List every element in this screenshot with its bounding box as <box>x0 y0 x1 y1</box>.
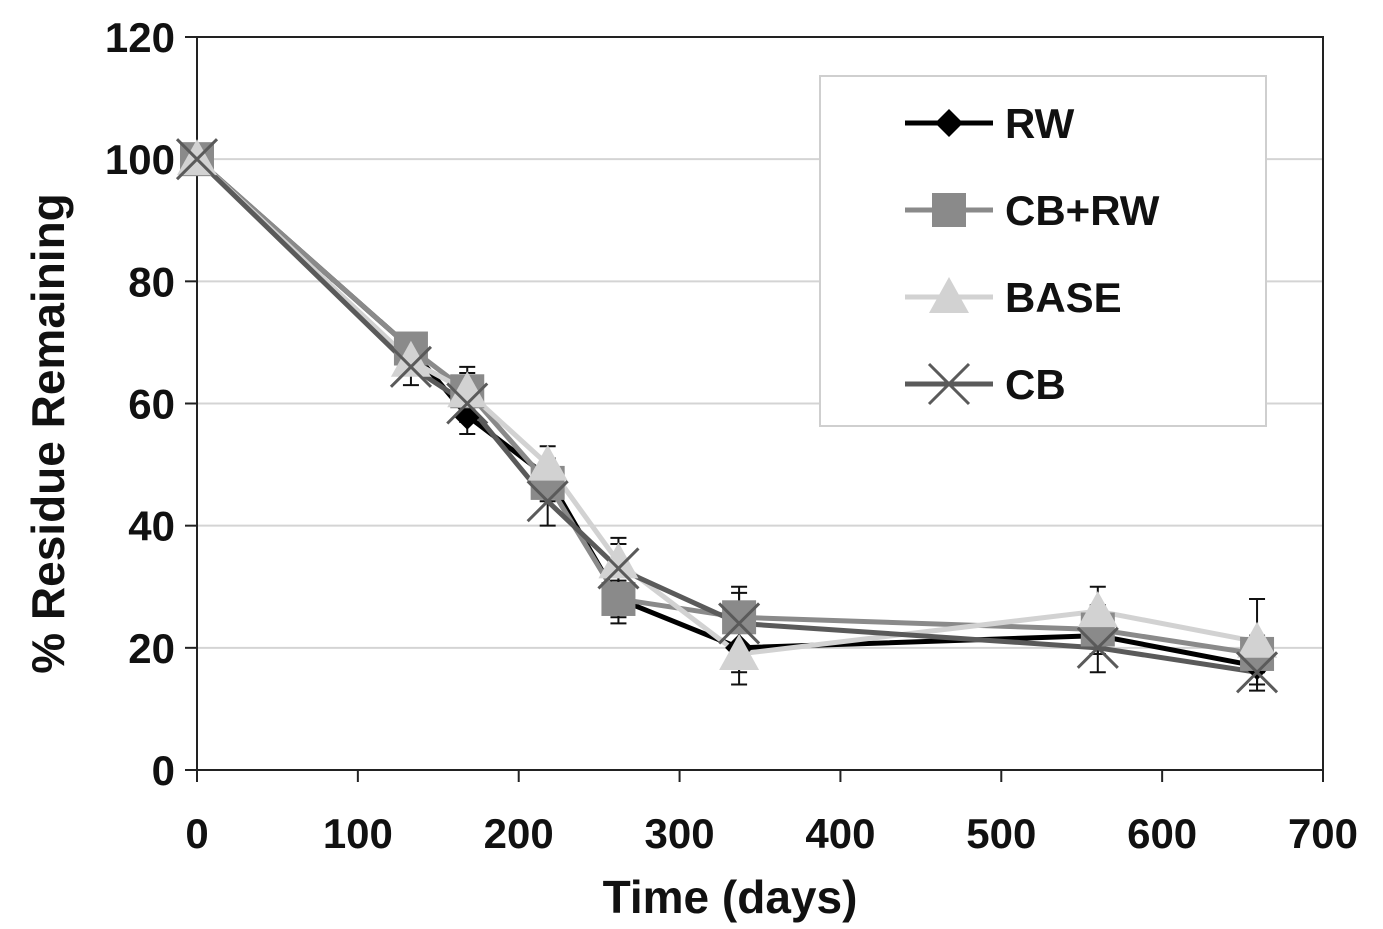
point-base <box>1237 621 1278 658</box>
point-cb <box>1076 626 1119 669</box>
y-tick-label: 80 <box>128 258 175 305</box>
legend-item-cb: CB <box>905 361 1066 408</box>
legend-item-base: BASE <box>905 274 1122 321</box>
point-cb <box>175 138 219 181</box>
legend-label: CB <box>1005 361 1066 408</box>
y-tick-label: 120 <box>105 14 175 61</box>
legend-swatch-marker <box>929 277 969 313</box>
y-tick-label: 0 <box>152 747 175 794</box>
legend-item-cb-rw: CB+RW <box>905 187 1160 234</box>
y-tick-label: 100 <box>105 136 175 183</box>
x-tick-label: 400 <box>805 810 875 857</box>
point-base <box>390 340 431 377</box>
y-tick-label: 60 <box>128 381 175 428</box>
x-marker-stroke <box>1076 626 1119 669</box>
x-marker-stroke <box>927 362 971 406</box>
legend-label: CB+RW <box>1005 187 1160 234</box>
x-marker-stroke <box>718 602 761 645</box>
legend-label: RW <box>1005 100 1075 147</box>
x-tick-label: 0 <box>185 810 208 857</box>
x-tick-label: 600 <box>1127 810 1197 857</box>
legend-swatch-marker <box>935 109 963 137</box>
x-marker-stroke <box>389 345 433 388</box>
series-markers <box>175 138 1279 694</box>
point-cb <box>389 345 433 388</box>
point-base <box>447 371 488 408</box>
legend-swatch-marker <box>927 362 971 406</box>
x-marker-stroke <box>446 382 489 425</box>
point-cb <box>718 602 761 645</box>
point-cb <box>1235 651 1279 694</box>
x-marker-stroke <box>175 138 219 181</box>
x-tick-label: 100 <box>323 810 393 857</box>
legend-item-rw: RW <box>905 100 1075 147</box>
x-marker-stroke <box>526 480 569 523</box>
x-tick-label: 200 <box>484 810 554 857</box>
point-cb <box>446 382 489 425</box>
x-marker-stroke <box>1235 651 1279 694</box>
x-axis-title: Time (days) <box>603 871 858 923</box>
x-marker-stroke <box>597 547 640 590</box>
point-cb <box>597 547 640 590</box>
point-base <box>527 444 568 481</box>
axis-ticks: 0 20 40 60 80 100 120 0 100 200 300 400 500 600 700 <box>105 14 1358 857</box>
point-cb-rw <box>601 581 636 616</box>
point-cb <box>526 480 569 523</box>
legend: RW CB+RW BASE CB <box>819 75 1267 427</box>
x-tick-label: 700 <box>1288 810 1358 857</box>
legend-swatch-marker <box>932 193 966 227</box>
x-tick-label: 300 <box>645 810 715 857</box>
legend-box <box>819 75 1267 427</box>
point-base <box>1077 591 1118 628</box>
y-tick-label: 20 <box>128 625 175 672</box>
y-tick-label: 40 <box>128 503 175 550</box>
y-axis-title: % Residue Remaining <box>22 193 74 674</box>
point-cb-rw <box>722 600 757 635</box>
x-tick-label: 500 <box>966 810 1036 857</box>
point-base <box>719 633 760 670</box>
point-base <box>598 542 639 579</box>
legend-label: BASE <box>1005 274 1122 321</box>
